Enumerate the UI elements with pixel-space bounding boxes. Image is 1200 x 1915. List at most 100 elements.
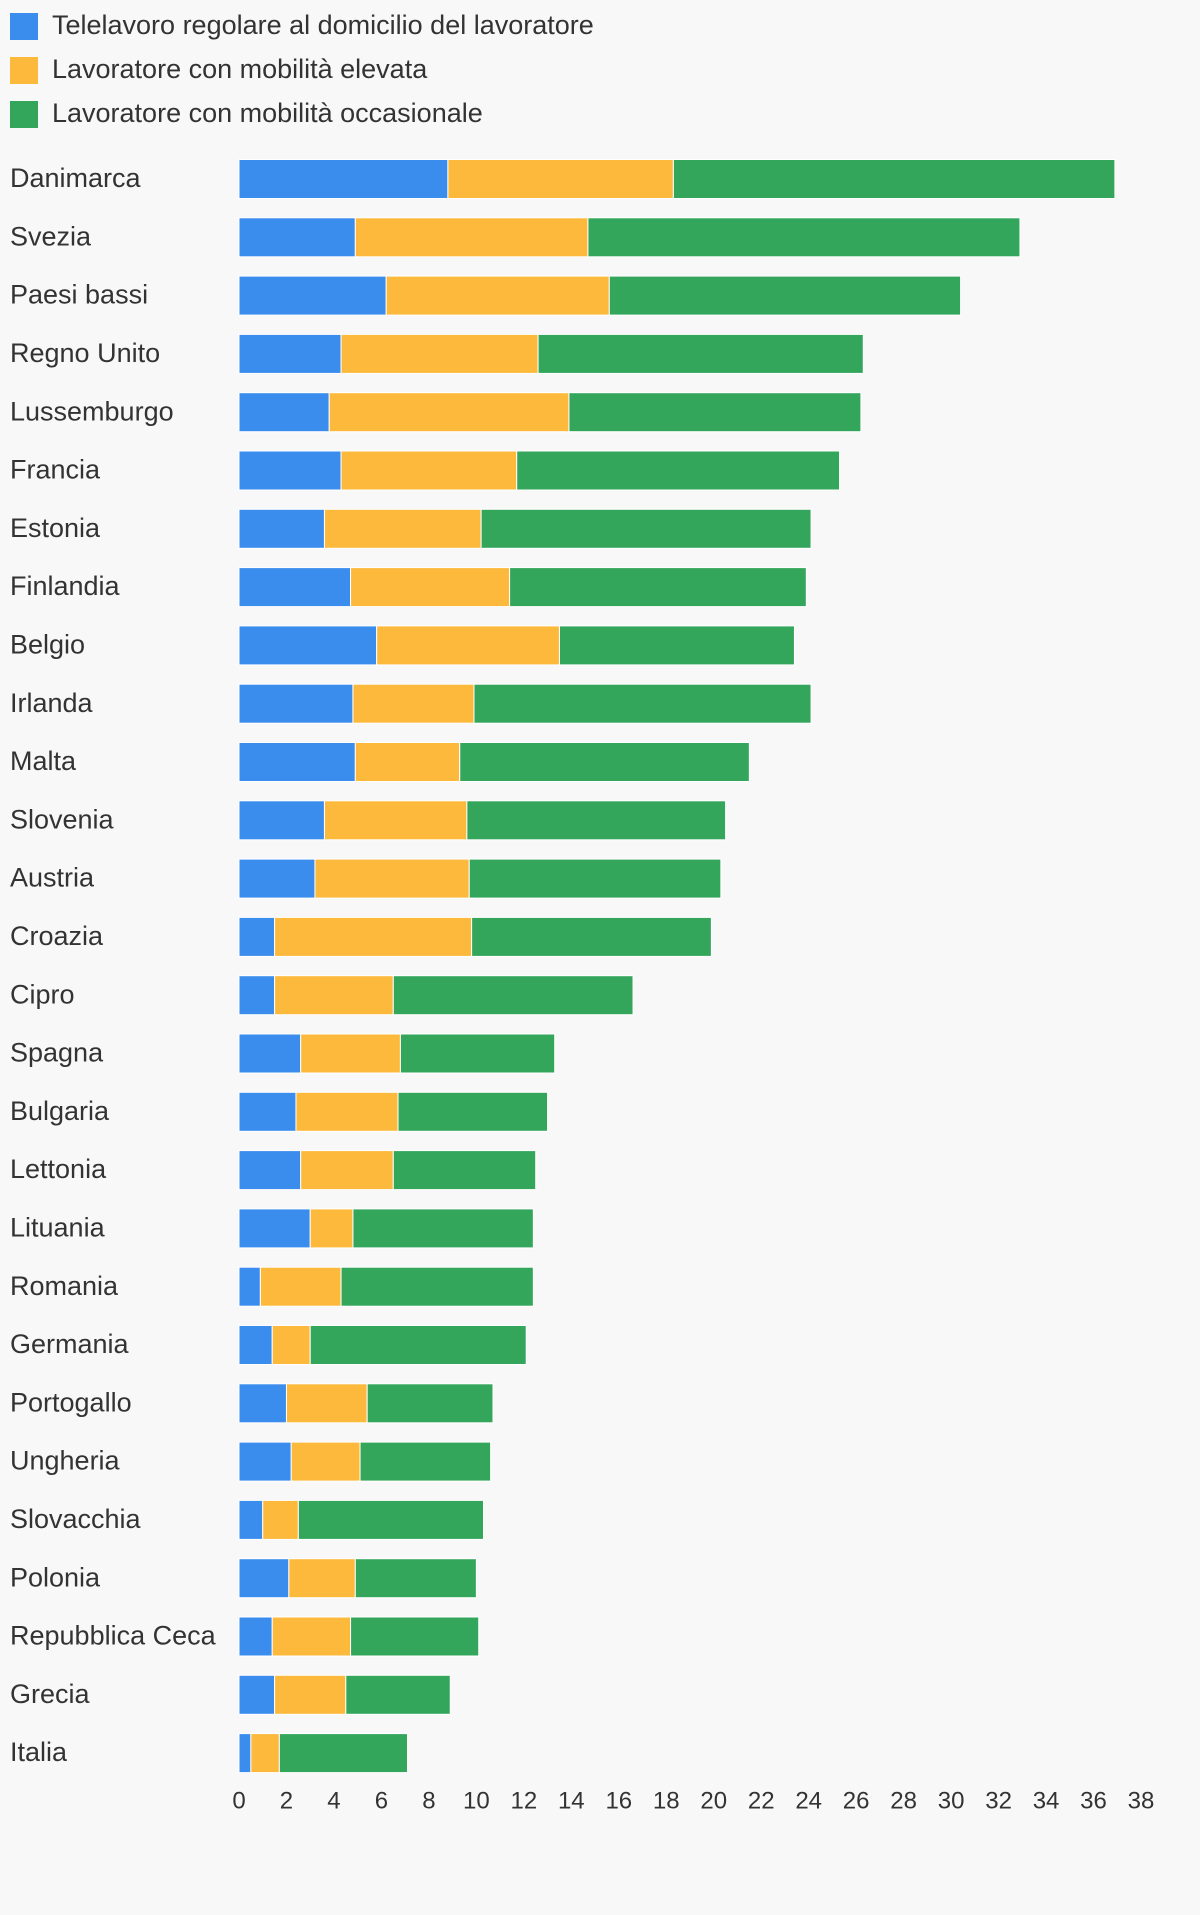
bar-row [238, 1558, 477, 1599]
bar-segment [509, 567, 807, 608]
bar-segment [274, 975, 394, 1016]
category-label: Croazia [10, 921, 104, 951]
bar-segment [537, 333, 864, 374]
category-label: Portogallo [10, 1387, 132, 1417]
bar-segment [350, 567, 511, 608]
bar-row [238, 742, 750, 782]
bar-segment [354, 217, 589, 258]
bar-segment [359, 1441, 492, 1482]
bar-segment [516, 450, 841, 491]
x-tick-label: 2 [280, 1787, 293, 1814]
bar-row [238, 975, 634, 1016]
bar-row [238, 916, 712, 957]
legend-swatch [10, 101, 38, 128]
x-tick-label: 14 [558, 1787, 585, 1814]
bar-row [238, 683, 812, 724]
bar-segment [238, 1383, 287, 1424]
category-label: Danimarca [10, 163, 142, 193]
bar-row [238, 333, 864, 374]
bar-segment [271, 1616, 352, 1657]
bar-segment [290, 1441, 361, 1482]
bar-segment [238, 1733, 252, 1774]
category-label: Cipro [10, 979, 75, 1009]
bar-segment [238, 1616, 273, 1657]
category-label: Italia [10, 1737, 68, 1767]
bar-segment [238, 1266, 261, 1307]
category-label: Austria [10, 863, 95, 893]
bar-row [238, 392, 862, 433]
bar-segment [323, 800, 468, 841]
bar-segment [238, 275, 387, 316]
bar-segment [480, 508, 812, 549]
bar-segment [238, 1558, 290, 1599]
bar-row [238, 159, 1116, 199]
bar-row [238, 275, 962, 316]
bar-segment [238, 333, 342, 374]
bar-segment [392, 1150, 537, 1191]
x-tick-label: 30 [938, 1787, 965, 1814]
bar-segment [297, 1499, 484, 1540]
bar-row [238, 1325, 527, 1365]
category-label: Romania [10, 1271, 119, 1301]
bar-segment [238, 1208, 311, 1249]
legend-label: Lavoratore con mobilità occasionale [52, 98, 483, 128]
x-tick-label: 28 [890, 1787, 917, 1814]
legend-item: Telelavoro regolare al domicilio del lav… [10, 10, 594, 40]
bars [238, 159, 1116, 1774]
category-label: Ungheria [10, 1446, 121, 1476]
category-label: Polonia [10, 1562, 101, 1592]
bar-segment [238, 1091, 297, 1132]
category-label: Bulgaria [10, 1096, 110, 1126]
bar-segment [238, 625, 378, 666]
bar-segment [238, 159, 449, 199]
bar-row [238, 1208, 534, 1249]
category-label: Slovacchia [10, 1504, 142, 1534]
x-tick-label: 18 [653, 1787, 680, 1814]
bar-segment [295, 1091, 399, 1132]
bar-segment [300, 1150, 394, 1191]
x-tick-label: 20 [700, 1787, 727, 1814]
bar-segment [238, 217, 356, 258]
bar-segment [558, 625, 795, 666]
bar-segment [238, 1499, 264, 1540]
category-label: Svezia [10, 221, 92, 251]
bar-row [238, 1674, 451, 1715]
category-labels: Danimarca Svezia Paesi bassi Regno Unito Lus… [10, 163, 217, 1767]
category-label: Lussemburgo [10, 396, 174, 426]
x-tick-label: 8 [422, 1787, 435, 1814]
category-label: Paesi bassi [10, 280, 148, 310]
x-tick-label: 6 [375, 1787, 388, 1814]
bar-segment [238, 742, 356, 782]
bar-segment [352, 683, 475, 724]
bar-row [238, 1383, 494, 1424]
bar-segment [350, 1616, 480, 1657]
x-tick-label: 22 [748, 1787, 775, 1814]
legend-item: Lavoratore con mobilità occasionale [10, 98, 483, 128]
bar-segment [340, 333, 539, 374]
bar-segment [271, 1325, 311, 1365]
bar-segment [672, 159, 1116, 199]
bar-segment [238, 450, 342, 491]
bar-segment [352, 1208, 534, 1249]
bar-segment [238, 1441, 292, 1482]
bar-segment [392, 975, 634, 1016]
bar-segment [238, 1674, 276, 1715]
legend-swatch [10, 13, 38, 40]
bar-segment [285, 1383, 368, 1424]
category-label: Malta [10, 746, 77, 776]
bar-segment [608, 275, 962, 316]
category-label: Belgio [10, 630, 85, 660]
bar-row [238, 1733, 409, 1774]
bar-row [238, 567, 807, 608]
category-label: Estonia [10, 513, 101, 543]
bar-segment [459, 742, 750, 782]
x-tick-label: 36 [1080, 1787, 1107, 1814]
bar-segment [309, 1325, 527, 1365]
bar-segment [328, 392, 570, 433]
category-label: Finlandia [10, 571, 121, 601]
x-tick-label: 4 [327, 1787, 340, 1814]
bar-segment [238, 975, 276, 1016]
bar-segment [238, 392, 330, 433]
legend-label: Lavoratore con mobilità elevata [52, 54, 428, 84]
x-tick-label: 0 [232, 1787, 245, 1814]
